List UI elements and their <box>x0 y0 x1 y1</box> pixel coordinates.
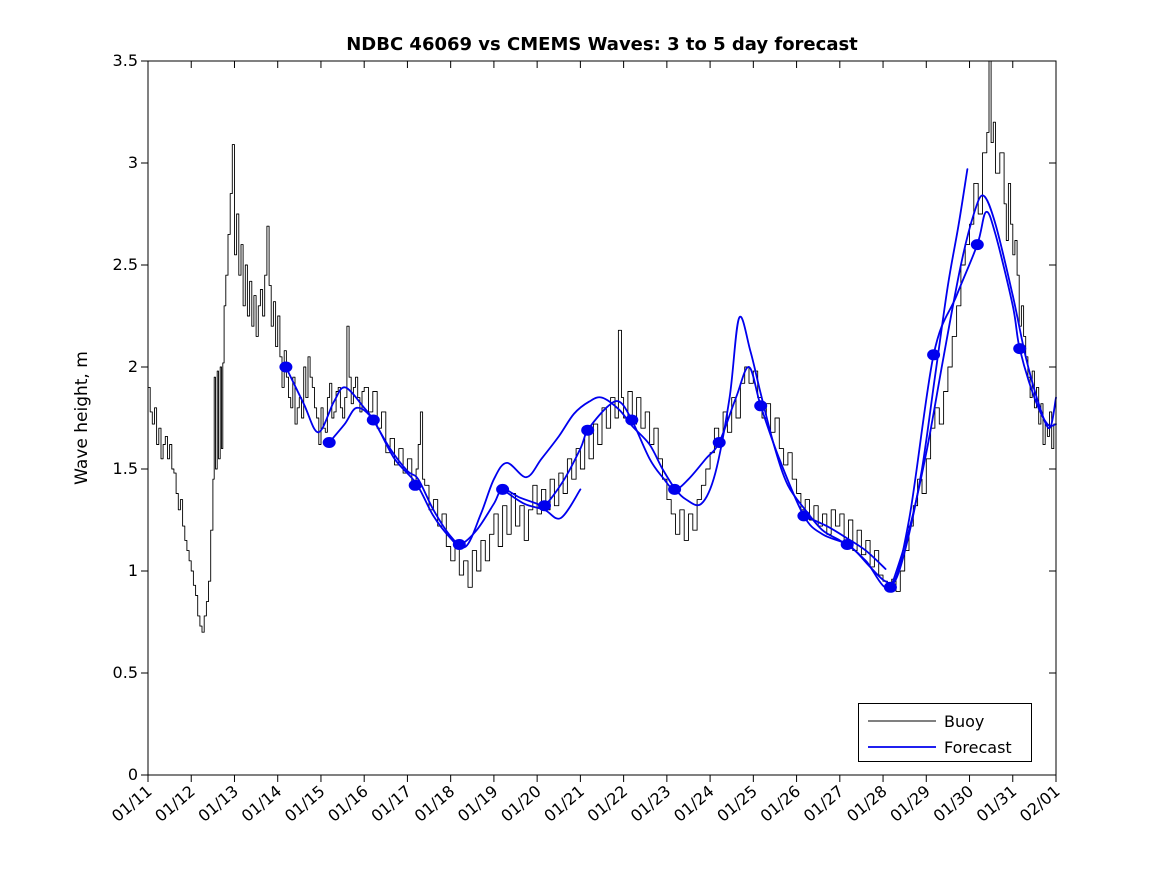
y-tick-label: 3 <box>128 153 138 172</box>
forecast-marker <box>970 239 984 251</box>
forecast-marker <box>668 483 682 495</box>
forecast-marker <box>581 424 595 436</box>
forecast-marker <box>366 414 380 426</box>
forecast-marker <box>1013 343 1027 355</box>
axes-frame <box>147 60 1057 776</box>
forecast-line-segment <box>285 168 969 585</box>
forecast-line-segment <box>803 515 887 570</box>
buoy-line <box>147 60 1057 633</box>
legend-box <box>858 703 1032 762</box>
forecast-marker <box>754 400 768 412</box>
forecast-marker <box>927 349 941 361</box>
forecast-marker <box>840 539 854 550</box>
forecast-marker <box>322 437 336 448</box>
forecast-marker <box>625 414 639 426</box>
legend: Buoy Forecast <box>858 703 1032 762</box>
y-tick-label: 0 <box>128 765 138 784</box>
y-tick-label: 0.5 <box>113 663 138 682</box>
forecast-marker <box>279 361 293 373</box>
y-tick-label: 3.5 <box>113 51 138 70</box>
legend-forecast-label: Forecast <box>944 738 1012 757</box>
forecast-line-segment <box>890 194 1057 587</box>
forecast-marker <box>883 581 897 593</box>
y-tick-label: 2 <box>128 357 138 376</box>
legend-buoy-label: Buoy <box>944 712 984 731</box>
y-axis-label: Wave height, m <box>72 351 92 485</box>
forecast-marker <box>712 437 726 448</box>
forecast-marker <box>538 500 551 512</box>
chart-title: NDBC 46069 vs CMEMS Waves: 3 to 5 day fo… <box>346 34 858 55</box>
forecast-marker <box>496 483 510 495</box>
forecast-marker <box>797 510 811 522</box>
forecast-marker <box>452 539 466 550</box>
y-tick-label: 1.5 <box>113 459 138 478</box>
forecast-marker <box>408 479 422 491</box>
y-tick-label: 1 <box>128 561 138 580</box>
y-tick-label: 2.5 <box>113 255 138 274</box>
